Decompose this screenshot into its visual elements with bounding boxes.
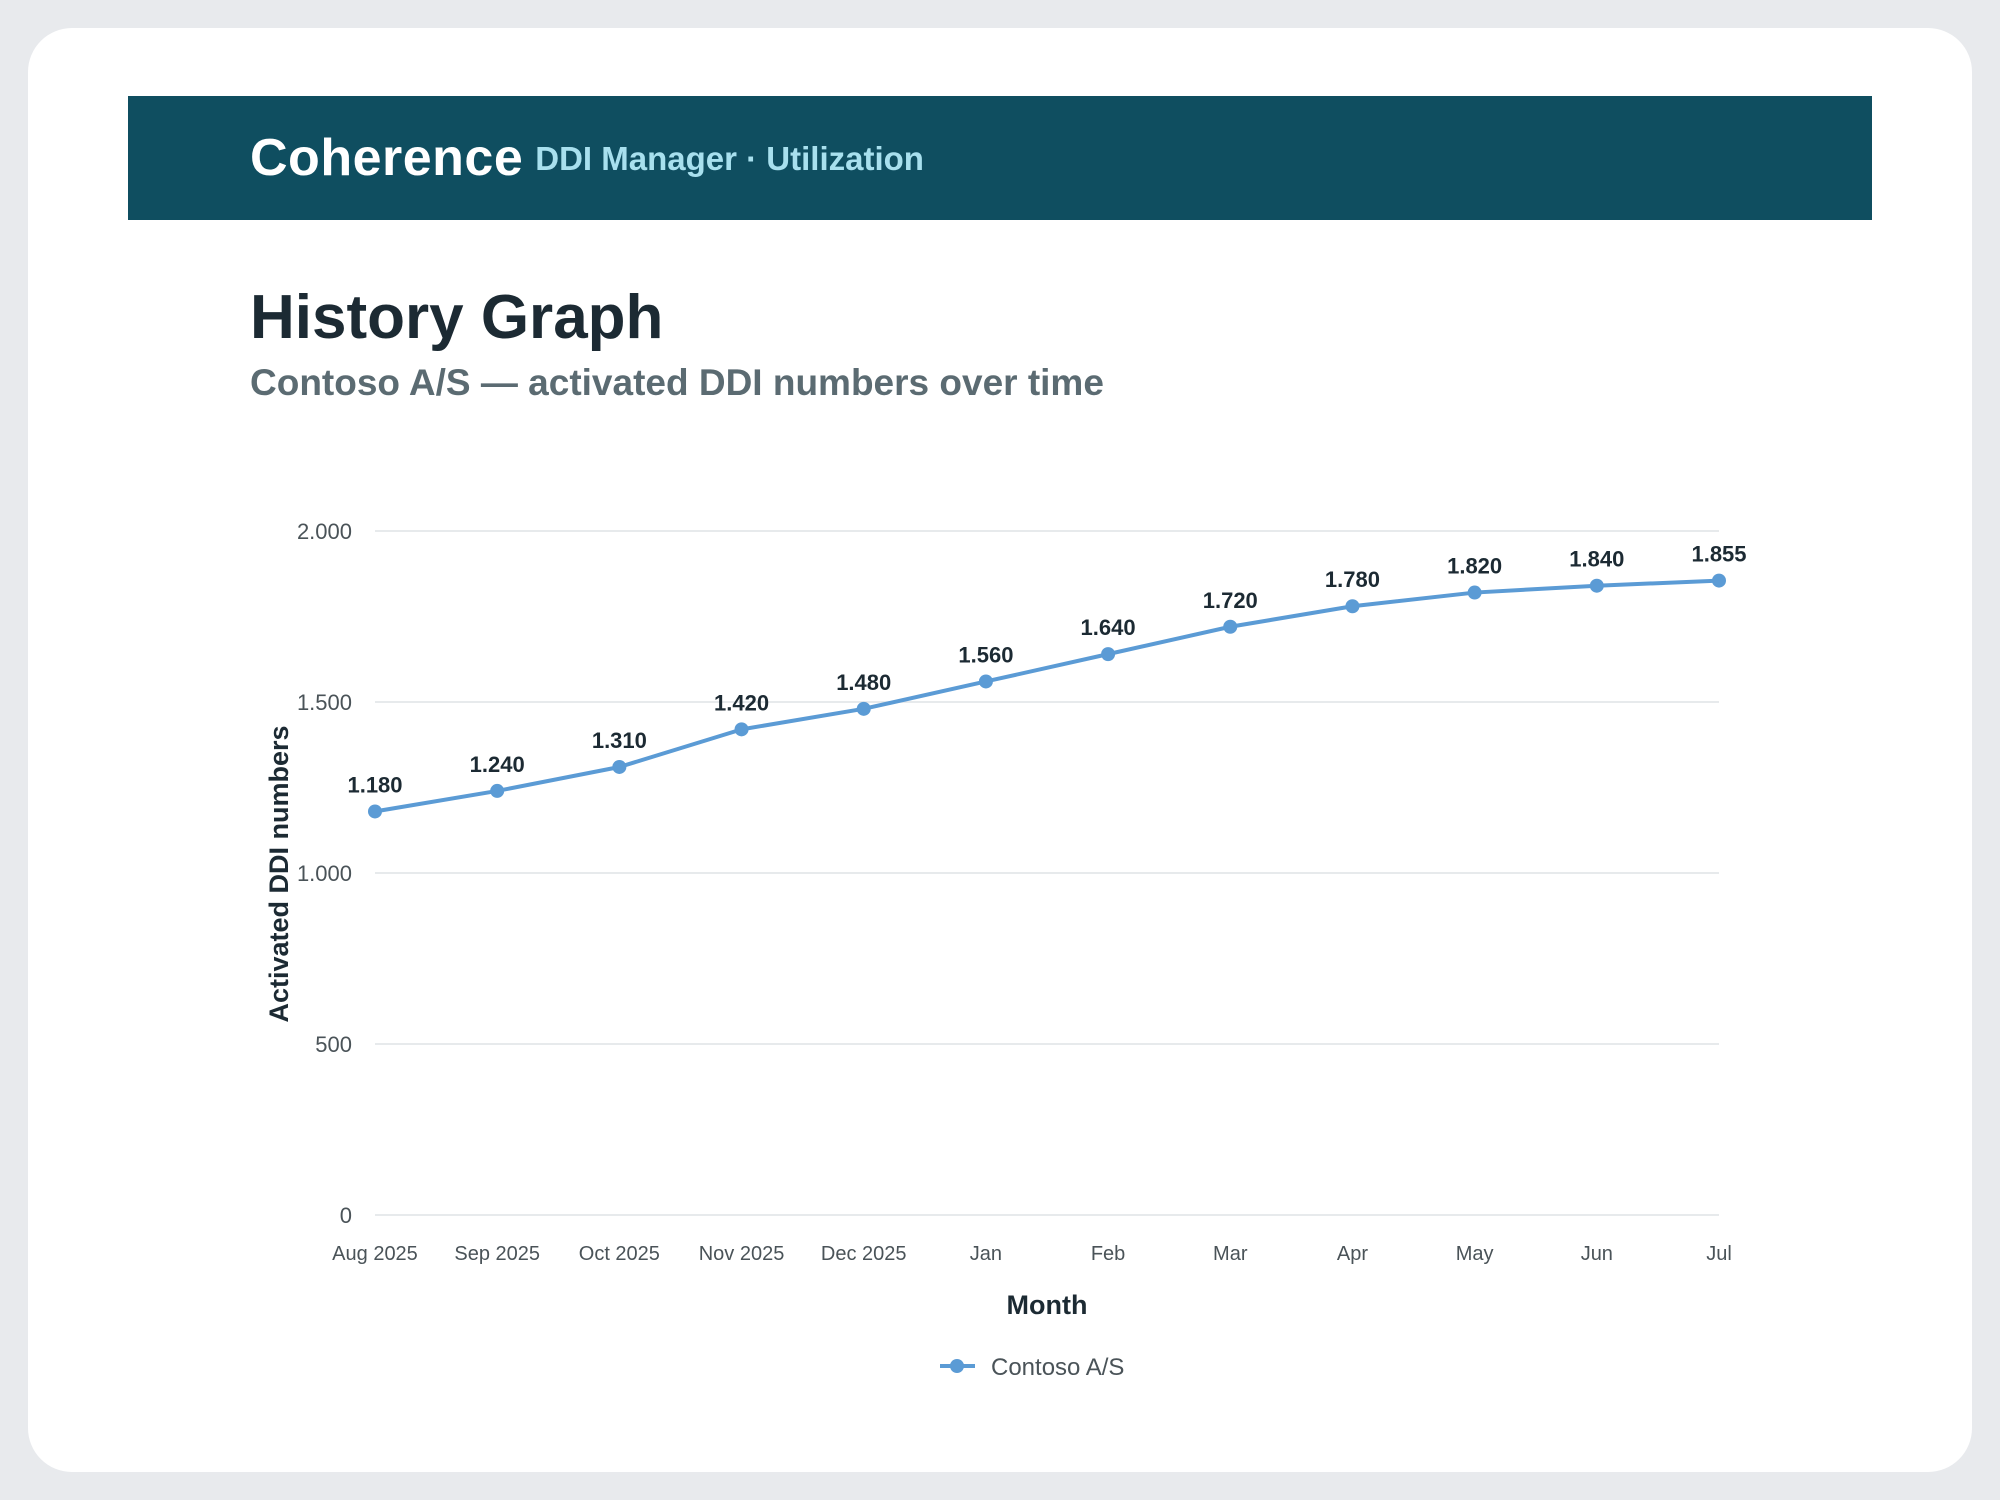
data-label: 1.560 <box>958 642 1013 667</box>
data-label: 1.840 <box>1569 547 1624 572</box>
x-tick-label: Oct 2025 <box>579 1243 660 1265</box>
y-tick-label: 1.000 <box>297 861 352 886</box>
data-label: 1.820 <box>1447 554 1502 579</box>
y-axis-title: Activated DDI numbers <box>264 725 294 1022</box>
grid-lines <box>375 530 1719 1216</box>
x-tick-label: Apr <box>1337 1243 1368 1265</box>
series-line <box>374 578 1720 814</box>
data-label: 1.640 <box>1081 615 1136 640</box>
brand-logo-text: Coherence <box>250 129 524 187</box>
data-label: 1.180 <box>347 772 402 797</box>
x-tick-label: Feb <box>1091 1243 1125 1265</box>
data-point <box>1589 578 1604 593</box>
x-tick-label: Jul <box>1706 1243 1732 1265</box>
data-point <box>1223 619 1238 634</box>
data-point <box>856 701 871 716</box>
x-tick-label: Sep 2025 <box>454 1243 540 1265</box>
x-axis-ticks: Aug 2025 Sep 2025 Oct 2025 Nov 2025 Dec 2025… <box>332 1243 1732 1265</box>
data-label: 1.240 <box>470 752 525 777</box>
data-label: 1.855 <box>1691 542 1746 567</box>
data-point <box>1345 599 1360 614</box>
data-label: 1.720 <box>1203 588 1258 613</box>
x-tick-label: Jun <box>1581 1243 1613 1265</box>
app-header: Coherence DDI Manager · Utilization <box>128 96 1872 220</box>
data-point <box>1101 647 1116 662</box>
y-tick-label: 1.500 <box>297 690 352 715</box>
data-point <box>612 759 627 774</box>
y-tick-label: 500 <box>315 1032 352 1057</box>
data-point <box>1712 573 1726 588</box>
legend-swatch-marker <box>950 1359 964 1373</box>
data-point <box>490 783 505 798</box>
data-point <box>368 804 382 819</box>
y-tick-label: 0 <box>340 1203 352 1228</box>
page-title: History Graph <box>250 283 664 352</box>
data-label: 1.480 <box>836 670 891 695</box>
x-tick-label: Jan <box>970 1243 1002 1265</box>
y-tick-label: 2.000 <box>297 519 352 544</box>
x-tick-label: Mar <box>1213 1243 1248 1265</box>
x-tick-label: Nov 2025 <box>699 1243 785 1265</box>
chart-legend: Contoso A/S <box>940 1354 1124 1381</box>
data-point <box>734 722 749 737</box>
data-label: 1.420 <box>714 690 769 715</box>
x-tick-label: May <box>1456 1243 1494 1265</box>
x-tick-label: Aug 2025 <box>332 1243 418 1265</box>
y-axis-ticks: 0 500 1.000 1.500 2.000 <box>297 519 352 1228</box>
report-card <box>28 28 1972 1472</box>
data-label: 1.780 <box>1325 567 1380 592</box>
page-subtitle: Contoso A/S — activated DDI numbers over… <box>250 362 1104 403</box>
x-tick-label: Dec 2025 <box>821 1243 907 1265</box>
data-label: 1.310 <box>592 728 647 753</box>
data-point <box>1467 585 1482 600</box>
x-axis-title: Month <box>1007 1290 1088 1320</box>
app-subtitle: DDI Manager · Utilization <box>535 140 924 177</box>
data-point <box>978 674 993 689</box>
legend-label: Contoso A/S <box>991 1354 1124 1381</box>
series-layer: 1.180 1.240 1.310 1.420 1.480 1.560 1.640 1.720… <box>347 542 1747 819</box>
